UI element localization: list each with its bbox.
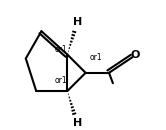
Text: or1: or1	[90, 53, 102, 62]
Text: or1: or1	[55, 45, 67, 54]
Text: or1: or1	[55, 76, 67, 85]
Text: H: H	[73, 17, 83, 27]
Text: O: O	[131, 50, 140, 60]
Text: H: H	[73, 119, 83, 128]
